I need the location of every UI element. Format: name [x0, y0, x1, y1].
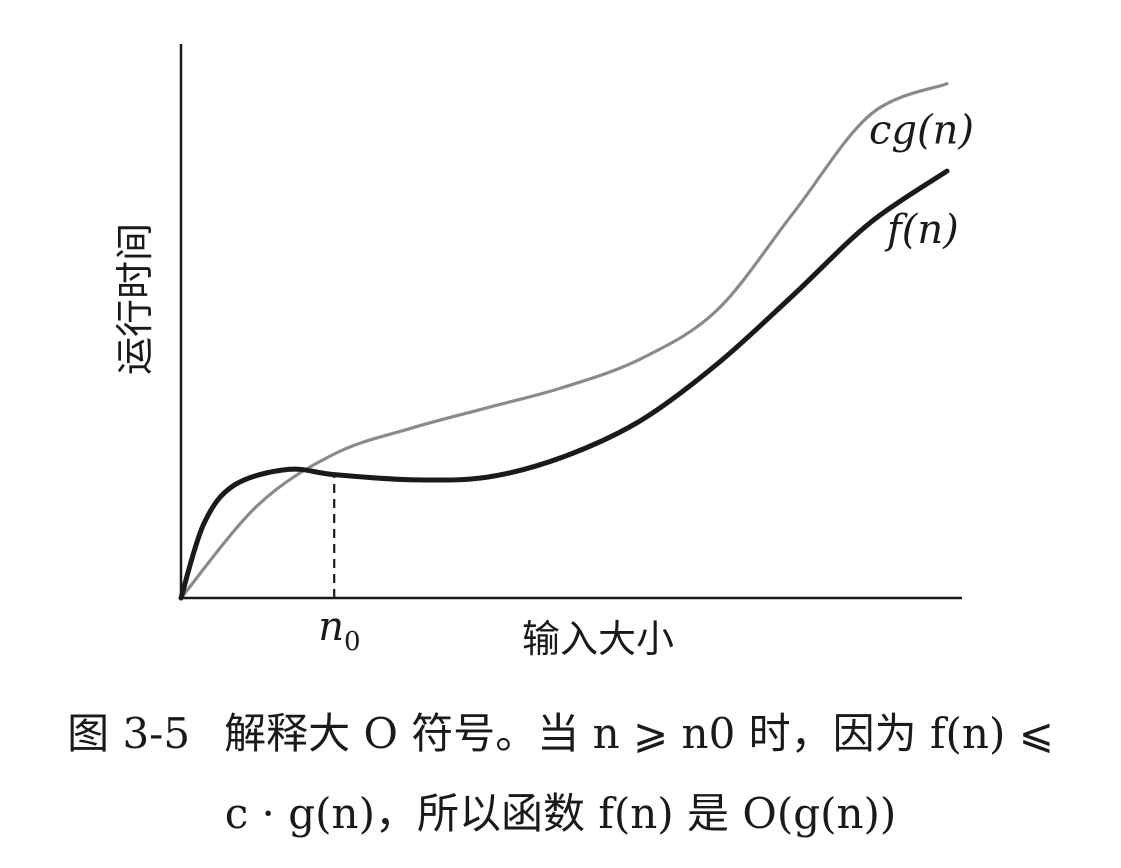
- tick-layer: n0: [318, 604, 360, 657]
- caption-text-2: c · g(n)，所以函数 f(n) 是 O(g(n)): [224, 789, 897, 838]
- series-line-cg: [179, 82, 949, 600]
- series-layer: [178, 82, 950, 601]
- caption-line-1: 图 3-5 解释大 O 符号。当 n ⩾ n0 时，因为 f(n) ⩽: [0, 700, 1121, 761]
- series-line-f: [178, 168, 950, 601]
- x-tick-label-n0: n0: [318, 604, 360, 657]
- series-label-f: f(n): [884, 207, 959, 253]
- y-axis-title: 运行时间: [113, 223, 157, 375]
- caption-line-2: c · g(n)，所以函数 f(n) 是 O(g(n)): [0, 780, 1121, 841]
- caption-text-1: 解释大 O 符号。当 n ⩾ n0 时，因为 f(n) ⩽: [224, 709, 1054, 758]
- series-label-cg: cg(n): [869, 108, 974, 154]
- figure-number: 图 3-5: [67, 709, 191, 758]
- x-axis-title: 输入大小: [522, 617, 674, 661]
- series-label-layer: cg(n) f(n): [869, 108, 974, 253]
- chart: cg(n) f(n) n0 输入大小 运行时间: [113, 44, 974, 661]
